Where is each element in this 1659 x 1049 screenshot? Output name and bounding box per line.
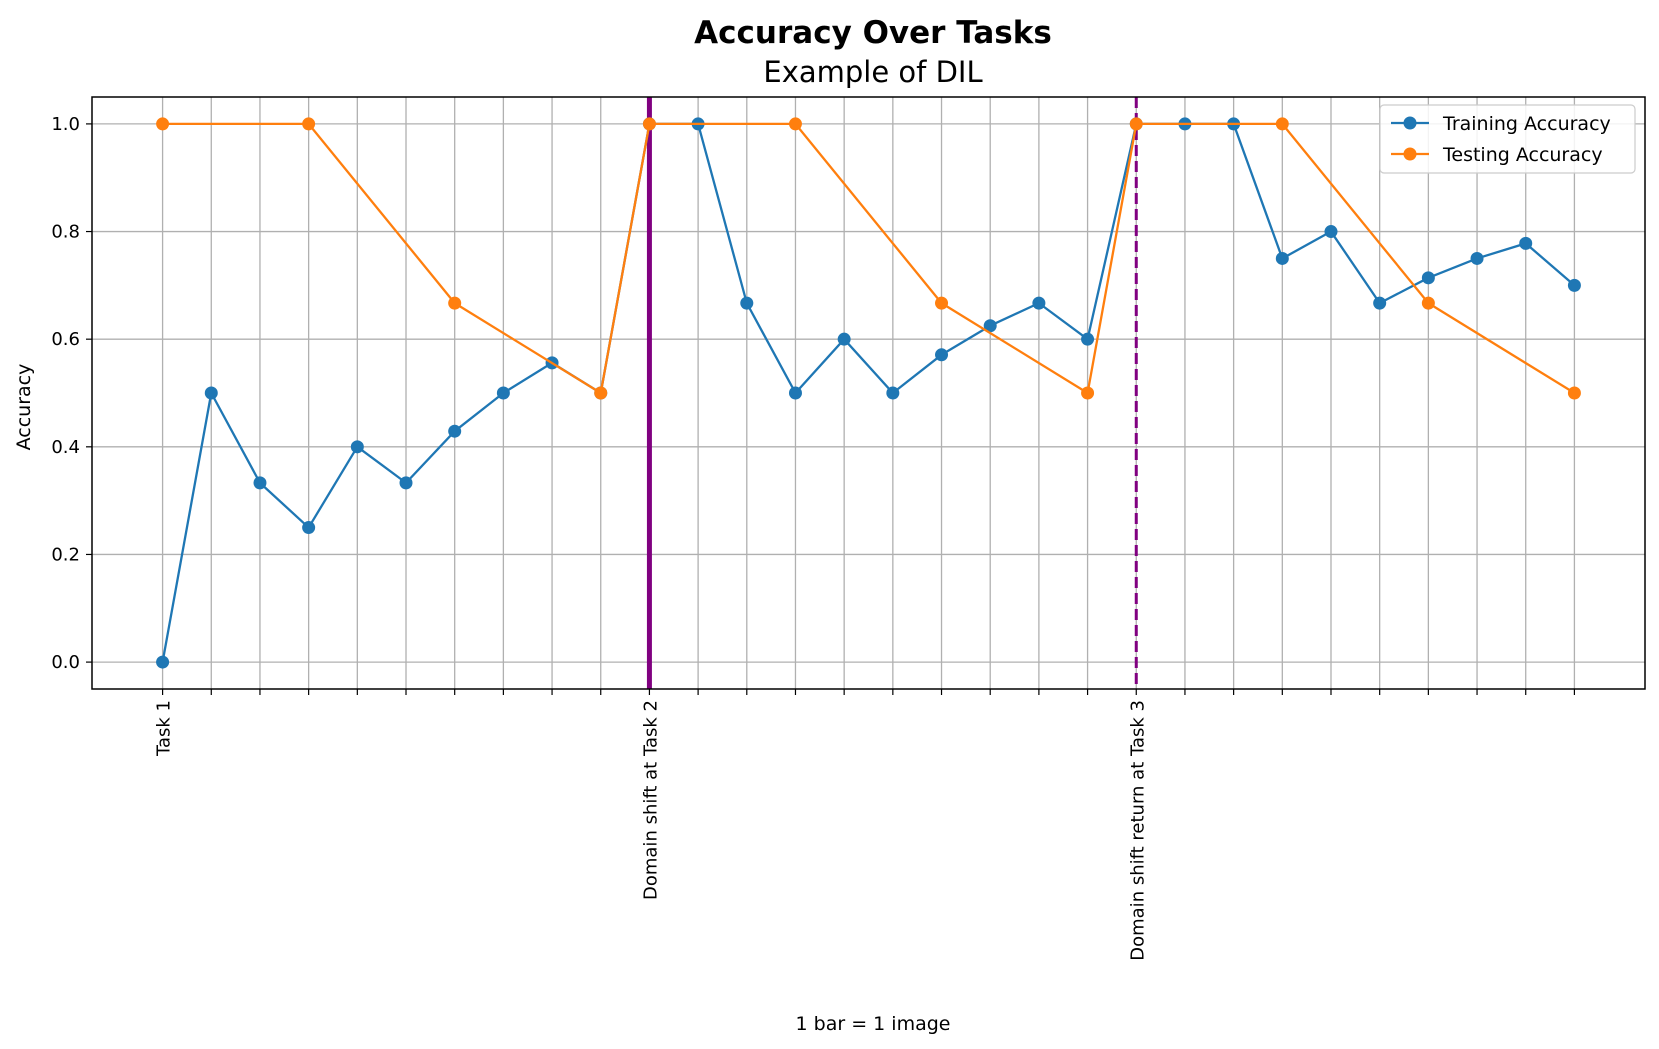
y-tick-label: 0.2 <box>51 544 80 565</box>
legend: Training Accuracy Testing Accuracy <box>1379 104 1636 174</box>
testing-accuracy-point <box>642 117 656 131</box>
training-accuracy-point <box>983 319 997 333</box>
x-tick-label: Task 1 <box>154 700 175 757</box>
legend-marker-testing <box>1403 147 1417 161</box>
training-accuracy-point <box>302 521 316 535</box>
testing-accuracy-point <box>935 296 949 310</box>
training-accuracy-point <box>886 386 900 400</box>
testing-accuracy-point <box>448 296 462 310</box>
y-tick-label: 0.0 <box>51 652 80 673</box>
training-accuracy-point <box>1373 296 1387 310</box>
legend-label-testing: Testing Accuracy <box>1442 144 1603 166</box>
x-tick-label: Domain shift at Task 2 <box>640 700 661 900</box>
domain-shift-markers <box>646 97 1138 689</box>
testing-accuracy-series <box>156 117 1581 400</box>
training-accuracy-point <box>1081 332 1095 346</box>
training-accuracy-line <box>161 122 1576 663</box>
training-accuracy-point <box>935 348 949 362</box>
legend-marker-training <box>1403 116 1417 130</box>
chart-title: Accuracy Over Tasks <box>694 15 1052 51</box>
training-accuracy-point <box>156 655 170 669</box>
training-accuracy-point <box>399 476 413 490</box>
plot-frame <box>91 96 1646 690</box>
training-accuracy-point <box>1470 251 1484 265</box>
training-accuracy-point <box>1421 271 1435 285</box>
testing-accuracy-line <box>162 122 1576 395</box>
y-tick-label: 0.8 <box>51 222 80 243</box>
legend-frame <box>1379 104 1636 174</box>
testing-accuracy-point <box>1421 296 1435 310</box>
training-accuracy-point <box>1324 225 1338 239</box>
training-accuracy-point <box>350 440 364 454</box>
chart-subtitle: Example of DIL <box>763 55 982 89</box>
testing-accuracy-point <box>1081 386 1095 400</box>
training-accuracy-point <box>837 332 851 346</box>
y-tick-label: 1.0 <box>51 114 80 135</box>
training-accuracy-point <box>1275 251 1289 265</box>
training-accuracy-point <box>1519 236 1533 250</box>
training-accuracy-point <box>1567 278 1581 292</box>
training-accuracy-point <box>740 296 754 310</box>
testing-accuracy-point <box>1275 117 1289 131</box>
testing-accuracy-point <box>302 117 316 131</box>
y-tick-label: 0.4 <box>51 437 80 458</box>
testing-accuracy-point <box>156 117 170 131</box>
x-axis-label: 1 bar = 1 image <box>796 1013 951 1035</box>
testing-accuracy-point <box>1129 117 1143 131</box>
axis-ticks: 0.0 0.2 0.4 0.6 0.8 1.0 Task 1 Domain shift at … <box>51 114 1576 961</box>
training-accuracy-point <box>204 386 218 400</box>
x-tick-label: Domain shift return at Task 3 <box>1127 700 1148 961</box>
training-accuracy-series <box>156 117 1581 669</box>
grid-lines <box>92 97 1645 689</box>
testing-accuracy-point <box>1567 386 1581 400</box>
training-accuracy-point <box>253 476 267 490</box>
testing-accuracy-point <box>788 117 802 131</box>
y-tick-label: 0.6 <box>51 329 80 350</box>
y-axis-label: Accuracy <box>13 364 35 451</box>
training-accuracy-point <box>1032 296 1046 310</box>
training-accuracy-point <box>448 424 462 438</box>
legend-label-training: Training Accuracy <box>1442 113 1611 135</box>
series-layer <box>156 117 1581 669</box>
training-accuracy-point <box>788 386 802 400</box>
testing-accuracy-point <box>594 386 608 400</box>
training-accuracy-point <box>496 386 510 400</box>
